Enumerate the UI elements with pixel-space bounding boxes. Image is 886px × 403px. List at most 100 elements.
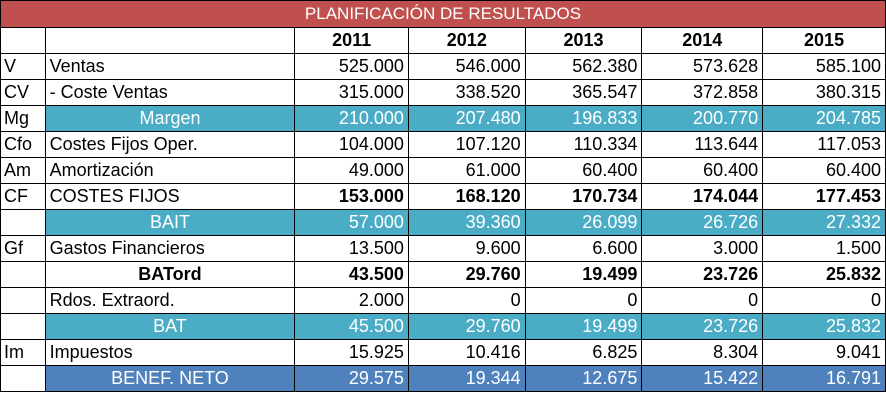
year-header-2015[interactable]: 2015 xyxy=(762,27,886,54)
value-cell[interactable]: 16.791 xyxy=(762,365,886,392)
value-cell[interactable]: 0 xyxy=(524,287,643,314)
value-cell[interactable]: 25.832 xyxy=(762,313,886,340)
row-label[interactable]: Margen xyxy=(44,105,296,132)
value-cell[interactable]: 177.453 xyxy=(762,183,886,210)
value-cell[interactable]: 0 xyxy=(407,287,526,314)
value-cell[interactable]: 204.785 xyxy=(762,105,886,132)
row-label[interactable]: BAT xyxy=(44,313,296,340)
value-cell[interactable]: 25.832 xyxy=(762,261,886,288)
value-cell[interactable]: 2.000 xyxy=(294,287,409,314)
value-cell[interactable]: 174.044 xyxy=(641,183,764,210)
year-header-2012[interactable]: 2012 xyxy=(407,27,526,54)
value-cell[interactable]: 10.416 xyxy=(407,339,526,366)
row-code[interactable] xyxy=(0,365,46,392)
header-cell-code[interactable] xyxy=(0,27,46,54)
row-code[interactable]: CV xyxy=(0,79,46,106)
value-cell[interactable]: 338.520 xyxy=(407,79,526,106)
row-label[interactable]: Gastos Financieros xyxy=(44,235,296,262)
row-label[interactable]: Impuestos xyxy=(44,339,296,366)
value-cell[interactable]: 13.500 xyxy=(294,235,409,262)
value-cell[interactable]: 107.120 xyxy=(407,131,526,158)
value-cell[interactable]: 60.400 xyxy=(641,157,764,184)
value-cell[interactable]: 60.400 xyxy=(524,157,643,184)
value-cell[interactable]: 19.344 xyxy=(407,365,526,392)
row-label[interactable]: BENEF. NETO xyxy=(44,365,296,392)
value-cell[interactable]: 6.600 xyxy=(524,235,643,262)
row-code[interactable]: Mg xyxy=(0,105,46,132)
value-cell[interactable]: 207.480 xyxy=(407,105,526,132)
year-header-2014[interactable]: 2014 xyxy=(641,27,764,54)
value-cell[interactable]: 0 xyxy=(762,287,886,314)
value-cell[interactable]: 26.099 xyxy=(524,209,643,236)
row-code[interactable]: Am xyxy=(0,157,46,184)
value-cell[interactable]: 546.000 xyxy=(407,53,526,80)
value-cell[interactable]: 585.100 xyxy=(762,53,886,80)
value-cell[interactable]: 315.000 xyxy=(294,79,409,106)
value-cell[interactable]: 365.547 xyxy=(524,79,643,106)
value-cell[interactable]: 573.628 xyxy=(641,53,764,80)
value-cell[interactable]: 39.360 xyxy=(407,209,526,236)
value-cell[interactable]: 6.825 xyxy=(524,339,643,366)
row-code[interactable]: Gf xyxy=(0,235,46,262)
value-cell[interactable]: 60.400 xyxy=(762,157,886,184)
value-cell[interactable]: 19.499 xyxy=(524,261,643,288)
row-label[interactable]: Amortización xyxy=(44,157,296,184)
value-cell[interactable]: 113.644 xyxy=(641,131,764,158)
value-cell[interactable]: 380.315 xyxy=(762,79,886,106)
value-cell[interactable]: 0 xyxy=(641,287,764,314)
value-cell[interactable]: 26.726 xyxy=(641,209,764,236)
row-label[interactable]: Ventas xyxy=(44,53,296,80)
year-header-2011[interactable]: 2011 xyxy=(294,27,409,54)
row-code[interactable]: V xyxy=(0,53,46,80)
header-cell-label[interactable] xyxy=(44,27,296,54)
row-label[interactable]: BATord xyxy=(44,261,296,288)
value-cell[interactable]: 23.726 xyxy=(641,261,764,288)
value-cell[interactable]: 525.000 xyxy=(294,53,409,80)
table-title[interactable]: PLANIFICACIÓN DE RESULTADOS xyxy=(0,0,886,28)
value-cell[interactable]: 15.422 xyxy=(641,365,764,392)
value-cell[interactable]: 153.000 xyxy=(294,183,409,210)
year-header-2013[interactable]: 2013 xyxy=(524,27,643,54)
value-cell[interactable]: 168.120 xyxy=(407,183,526,210)
value-cell[interactable]: 45.500 xyxy=(294,313,409,340)
value-cell[interactable]: 9.600 xyxy=(407,235,526,262)
row-code[interactable]: Cfo xyxy=(0,131,46,158)
value-cell[interactable]: 57.000 xyxy=(294,209,409,236)
row-code[interactable]: Im xyxy=(0,339,46,366)
row-code[interactable] xyxy=(0,313,46,340)
row-label[interactable]: Costes Fijos Oper. xyxy=(44,131,296,158)
row-code[interactable]: CF xyxy=(0,183,46,210)
value-cell[interactable]: 210.000 xyxy=(294,105,409,132)
value-cell[interactable]: 12.675 xyxy=(524,365,643,392)
value-cell[interactable]: 3.000 xyxy=(641,235,764,262)
value-cell[interactable]: 29.760 xyxy=(407,261,526,288)
value-cell[interactable]: 43.500 xyxy=(294,261,409,288)
value-cell[interactable]: 200.770 xyxy=(641,105,764,132)
value-cell[interactable]: 1.500 xyxy=(762,235,886,262)
row-label[interactable]: - Coste Ventas xyxy=(44,79,296,106)
row-label[interactable]: BAIT xyxy=(44,209,296,236)
value-cell[interactable]: 110.334 xyxy=(524,131,643,158)
value-cell[interactable]: 15.925 xyxy=(294,339,409,366)
row-code[interactable] xyxy=(0,261,46,288)
value-cell[interactable]: 61.000 xyxy=(407,157,526,184)
value-cell[interactable]: 23.726 xyxy=(641,313,764,340)
value-cell[interactable]: 8.304 xyxy=(641,339,764,366)
value-cell[interactable]: 196.833 xyxy=(524,105,643,132)
value-cell[interactable]: 27.332 xyxy=(762,209,886,236)
value-cell[interactable]: 49.000 xyxy=(294,157,409,184)
row-code[interactable] xyxy=(0,209,46,236)
value-cell[interactable]: 562.380 xyxy=(524,53,643,80)
row-label[interactable]: COSTES FIJOS xyxy=(44,183,296,210)
value-cell[interactable]: 372.858 xyxy=(641,79,764,106)
value-cell[interactable]: 29.575 xyxy=(294,365,409,392)
value-cell[interactable]: 104.000 xyxy=(294,131,409,158)
value-cell[interactable]: 29.760 xyxy=(407,313,526,340)
value-cell[interactable]: 19.499 xyxy=(524,313,643,340)
results-table: PLANIFICACIÓN DE RESULTADOS 2011 2012 20… xyxy=(0,0,886,392)
value-cell[interactable]: 170.734 xyxy=(524,183,643,210)
value-cell[interactable]: 117.053 xyxy=(762,131,886,158)
row-code[interactable] xyxy=(0,287,46,314)
value-cell[interactable]: 9.041 xyxy=(762,339,886,366)
row-label[interactable]: Rdos. Extraord. xyxy=(44,287,296,314)
